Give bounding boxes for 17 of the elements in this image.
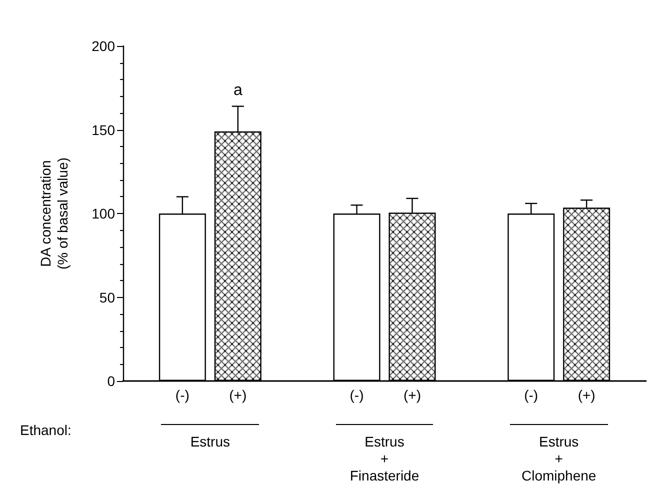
data-label: a [233,82,242,99]
x-axis-title: Ethanol: [20,422,72,438]
y-axis-title: DA concentration (% of basal value) [38,157,70,270]
text: (+) [403,387,421,403]
x-tick-label: Estrus + Finasteride [350,434,420,484]
y-tick-label: 150 [92,122,116,138]
text: (+) [578,387,596,403]
series-label: (+) [229,387,247,403]
x-tick-label: Estrus [190,434,230,450]
y-tick-label: 100 [92,206,116,222]
text: (-) [350,387,364,403]
y-tick-label: 50 [99,289,116,306]
y-tick-label: 200 [92,38,116,54]
y-tick-label: 0 [107,373,116,389]
series-label: (-) [175,387,190,403]
text: (-) [524,387,538,403]
x-tick-label: Estrus + Clomiphene [521,434,596,484]
